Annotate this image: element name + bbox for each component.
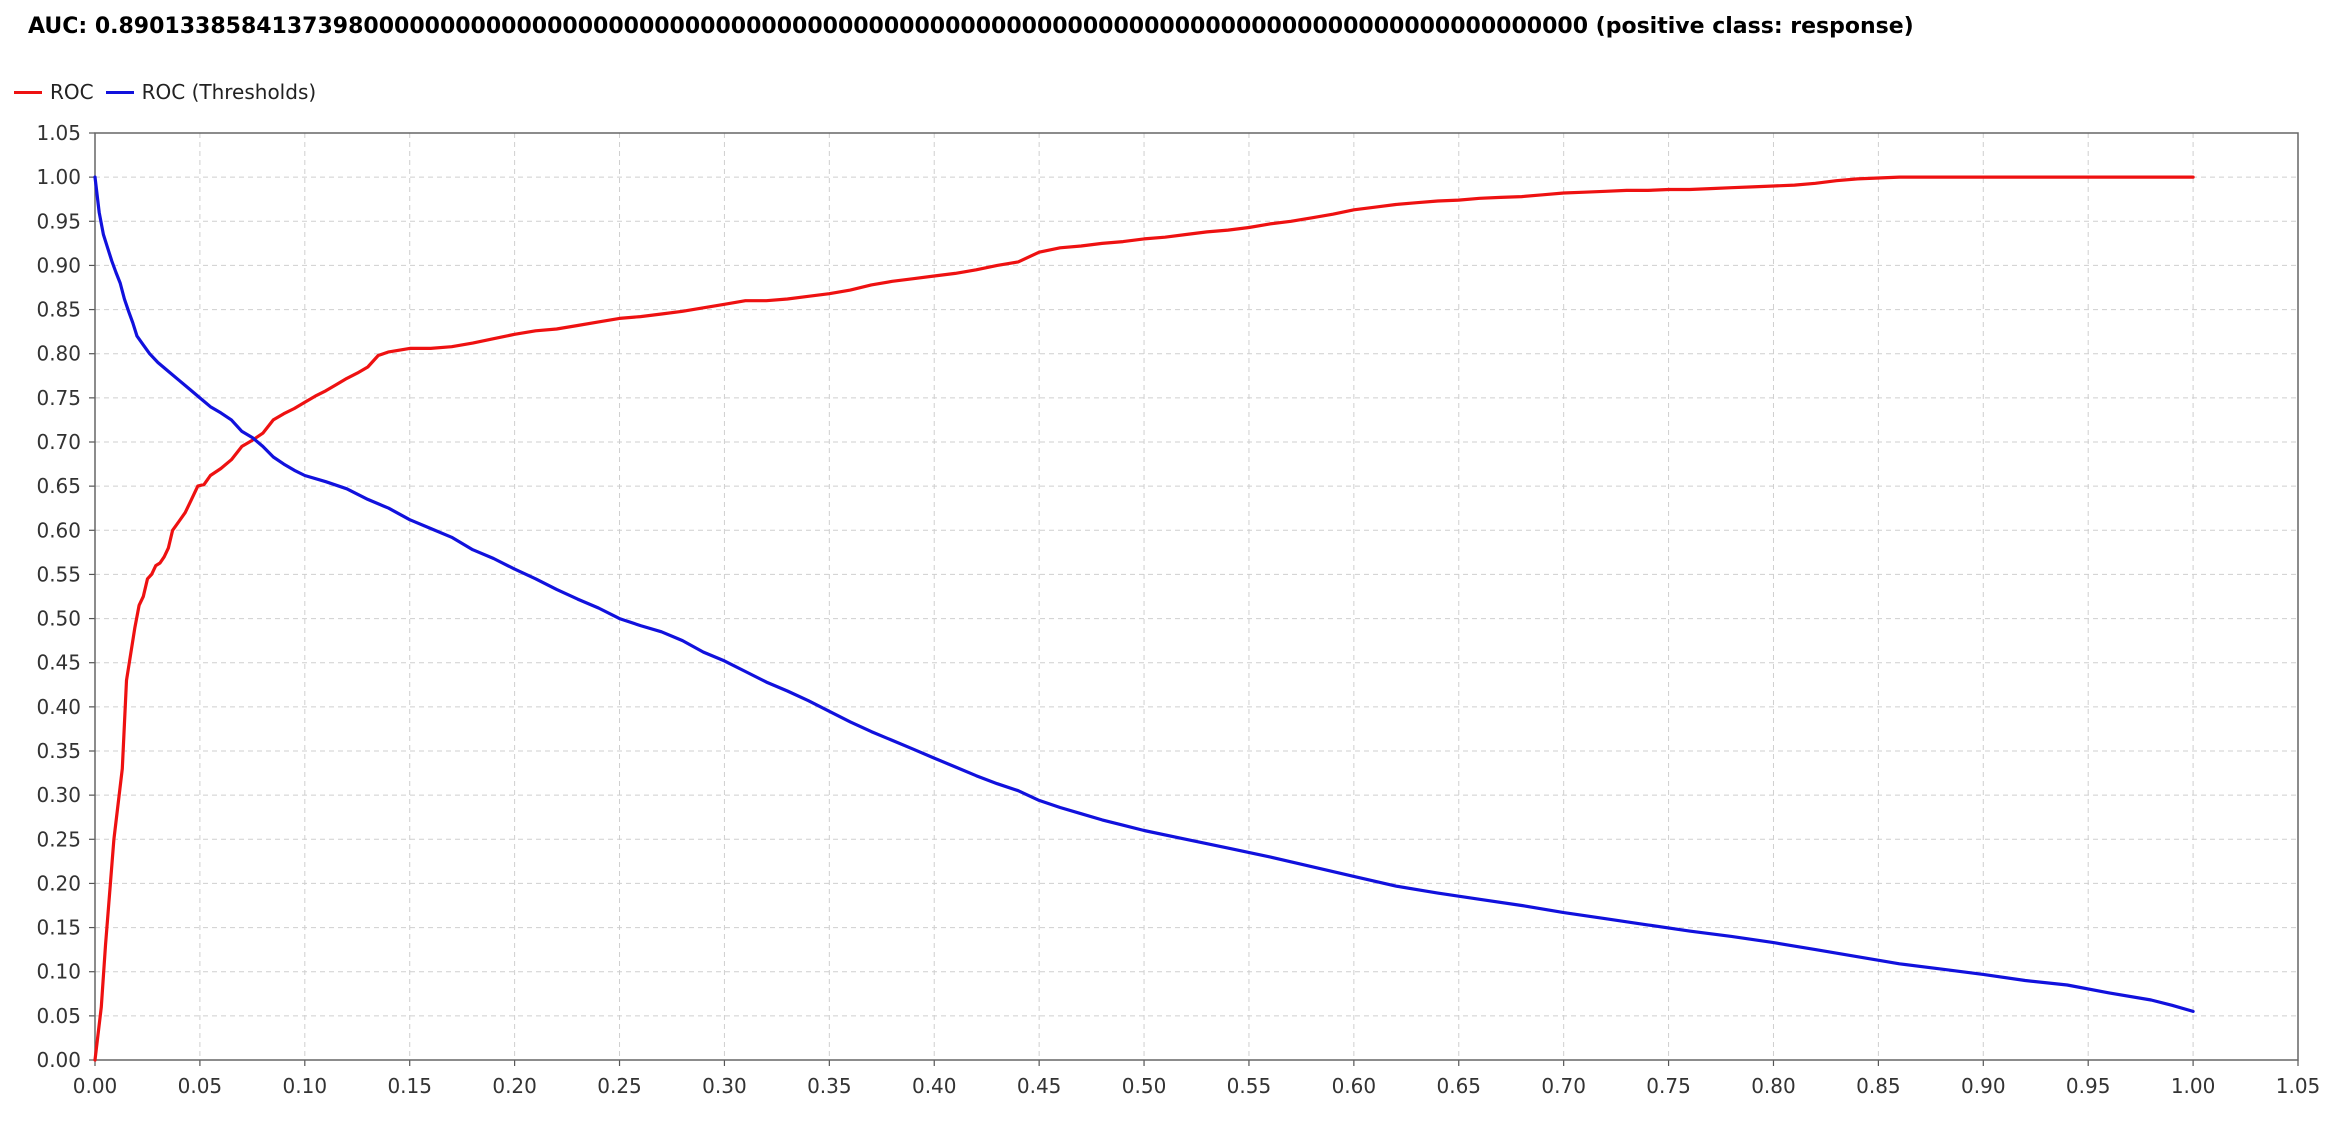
y-tick-label: 0.55 xyxy=(36,562,81,586)
legend-label-roc: ROC xyxy=(50,80,94,104)
y-tick-label: 0.00 xyxy=(36,1048,81,1072)
series-line-roc-thresholds xyxy=(93,175,2195,1013)
y-tick-label: 0.95 xyxy=(36,209,81,233)
y-tick-label: 0.75 xyxy=(36,386,81,410)
y-tick-label: 0.30 xyxy=(36,783,81,807)
legend-swatch-roc-thresholds xyxy=(105,90,134,94)
x-tick-label: 0.15 xyxy=(387,1074,432,1098)
x-tick-label: 0.75 xyxy=(1646,1074,1691,1098)
legend-swatch-roc xyxy=(14,90,42,94)
x-tick-label: 0.30 xyxy=(702,1074,747,1098)
y-tick-label: 1.00 xyxy=(36,165,81,189)
y-tick-label: 0.85 xyxy=(36,298,81,322)
y-tick-label: 1.05 xyxy=(36,121,81,145)
x-tick-label: 0.40 xyxy=(912,1074,957,1098)
y-tick-label: 0.45 xyxy=(36,651,81,675)
x-tick-label: 0.65 xyxy=(1436,1074,1481,1098)
x-tick-label: 0.85 xyxy=(1856,1074,1901,1098)
y-tick-label: 0.15 xyxy=(36,916,81,940)
x-tick-label: 0.45 xyxy=(1017,1074,1062,1098)
y-tick-label: 0.90 xyxy=(36,253,81,277)
legend-item-roc-thresholds[interactable]: ROC (Thresholds) xyxy=(105,80,317,104)
x-tick-label: 0.95 xyxy=(2066,1074,2111,1098)
x-tick-label: 0.10 xyxy=(283,1074,328,1098)
chart-legend: ROC ROC (Thresholds) xyxy=(14,80,328,104)
x-tick-label: 0.80 xyxy=(1751,1074,1796,1098)
legend-item-roc[interactable]: ROC xyxy=(14,80,94,104)
chart-title: AUC: 0.890133858413739800000000000000000… xyxy=(28,14,1914,39)
x-tick-label: 1.00 xyxy=(2171,1074,2216,1098)
series-line-roc xyxy=(93,175,2195,1062)
y-tick-label: 0.60 xyxy=(36,518,81,542)
legend-label-roc-thresholds: ROC (Thresholds) xyxy=(141,80,317,104)
x-tick-label: 0.50 xyxy=(1122,1074,1167,1098)
y-tick-label: 0.25 xyxy=(36,827,81,851)
y-tick-label: 0.20 xyxy=(36,871,81,895)
y-tick-label: 0.40 xyxy=(36,695,81,719)
x-tick-label: 0.20 xyxy=(492,1074,537,1098)
x-tick-label: 0.90 xyxy=(1961,1074,2006,1098)
y-tick-label: 0.50 xyxy=(36,607,81,631)
plot-border xyxy=(94,132,2299,1061)
x-tick-label: 0.00 xyxy=(73,1074,118,1098)
x-tick-label: 1.05 xyxy=(2276,1074,2321,1098)
y-tick-label: 0.80 xyxy=(36,342,81,366)
y-tick-label: 0.10 xyxy=(36,960,81,984)
x-tick-label: 0.60 xyxy=(1332,1074,1377,1098)
x-tick-label: 0.35 xyxy=(807,1074,852,1098)
y-tick-label: 0.70 xyxy=(36,430,81,454)
y-tick-label: 0.35 xyxy=(36,739,81,763)
y-tick-label: 0.05 xyxy=(36,1004,81,1028)
y-tick-label: 0.65 xyxy=(36,474,81,498)
x-tick-label: 0.05 xyxy=(178,1074,223,1098)
x-tick-label: 0.55 xyxy=(1227,1074,1272,1098)
plot-area xyxy=(95,133,2298,1060)
x-tick-label: 0.70 xyxy=(1541,1074,1586,1098)
x-tick-label: 0.25 xyxy=(597,1074,642,1098)
